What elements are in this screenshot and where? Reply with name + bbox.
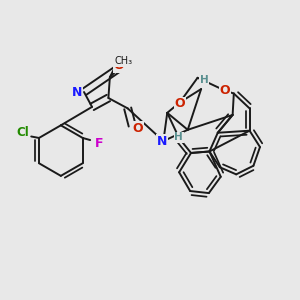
Text: H: H [200, 75, 208, 85]
Text: O: O [133, 122, 143, 135]
Text: N: N [71, 85, 82, 98]
Text: O: O [220, 84, 230, 97]
Text: F: F [95, 137, 103, 150]
Text: CH₃: CH₃ [114, 56, 132, 66]
Text: O: O [113, 59, 124, 72]
Text: N: N [157, 135, 167, 148]
Text: H: H [175, 132, 183, 142]
Text: Cl: Cl [16, 125, 29, 139]
Text: O: O [174, 98, 185, 110]
